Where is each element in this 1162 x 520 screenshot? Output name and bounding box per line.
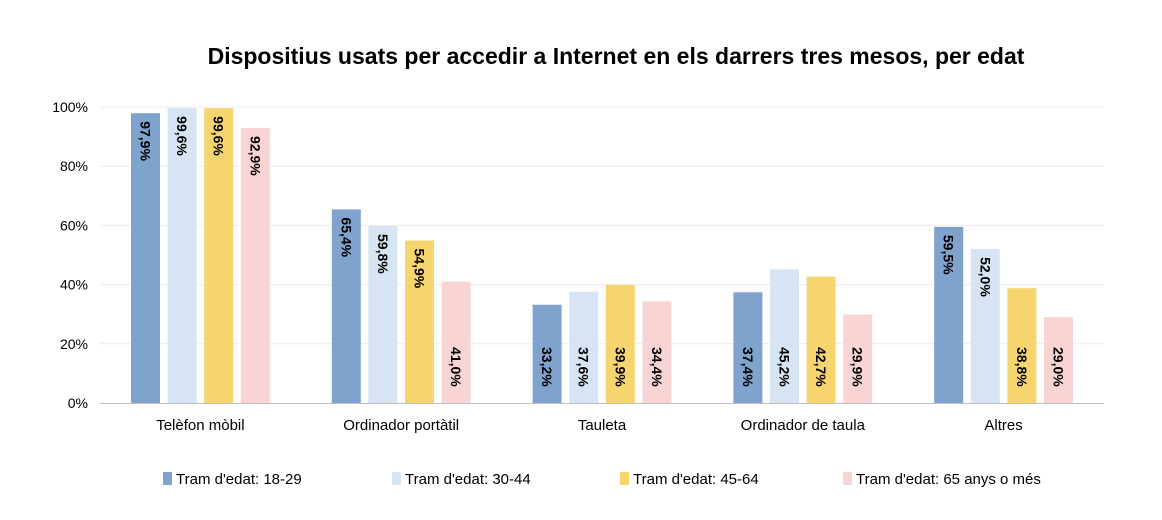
y-tick-label: 40% bbox=[60, 277, 88, 293]
x-category-label: Tauleta bbox=[578, 417, 627, 434]
bar bbox=[405, 240, 434, 403]
bar bbox=[368, 225, 398, 403]
bar bbox=[642, 301, 672, 403]
legend-item: Tram d'edat: 45-64 bbox=[620, 471, 759, 488]
data-label: 99,6% bbox=[211, 116, 227, 156]
legend-swatch bbox=[392, 472, 401, 485]
x-category-label: Ordinador de taula bbox=[741, 417, 866, 434]
data-labels: 97,9% 99,6% 99,6% 92,9% 65,4% 59,8% 54,9% 41,0%… bbox=[138, 116, 1067, 387]
data-label: 97,9% bbox=[138, 121, 154, 161]
x-category-label: Ordinador portàtil bbox=[343, 417, 459, 434]
data-label: 39,9% bbox=[612, 347, 628, 387]
legend-swatch bbox=[163, 472, 172, 485]
y-tick-label: 100% bbox=[52, 99, 88, 115]
y-axis-ticks: 0% 20% 40% 60% 80% 100% bbox=[52, 99, 88, 411]
bar bbox=[934, 226, 964, 403]
bar bbox=[331, 209, 361, 403]
bar bbox=[441, 281, 471, 403]
legend-swatch bbox=[620, 472, 629, 485]
x-category-label: Telèfon mòbil bbox=[156, 417, 244, 434]
data-label: 29,0% bbox=[1051, 347, 1067, 387]
data-label: 99,6% bbox=[174, 116, 190, 156]
bar bbox=[204, 108, 234, 404]
legend-label: Tram d'edat: 30-44 bbox=[405, 471, 531, 488]
data-label: 34,4% bbox=[649, 347, 665, 387]
x-category-label: Altres bbox=[984, 417, 1022, 434]
data-label: 37,6% bbox=[576, 347, 592, 387]
data-label: 92,9% bbox=[247, 136, 263, 176]
legend-item: Tram d'edat: 65 anys o més bbox=[843, 471, 1041, 488]
x-axis-categories: Telèfon mòbil Ordinador portàtil Tauleta Or… bbox=[156, 417, 1023, 434]
legend-label: Tram d'edat: 18-29 bbox=[176, 471, 302, 488]
data-label: 41,0% bbox=[448, 347, 464, 387]
y-tick-label: 80% bbox=[60, 158, 88, 174]
bar bbox=[970, 249, 1000, 403]
data-label: 38,8% bbox=[1014, 347, 1030, 387]
bar bbox=[1044, 317, 1073, 403]
bar bbox=[843, 314, 873, 403]
bars bbox=[131, 108, 1073, 404]
data-label: 59,5% bbox=[941, 235, 957, 275]
legend-label: Tram d'edat: 45-64 bbox=[633, 471, 759, 488]
data-label: 29,9% bbox=[850, 347, 866, 387]
data-label: 33,2% bbox=[539, 347, 555, 387]
chart-title: Dispositius usats per accedir a Internet… bbox=[208, 43, 1025, 69]
legend-item: Tram d'edat: 18-29 bbox=[163, 471, 302, 488]
data-label: 42,7% bbox=[813, 347, 829, 387]
data-label: 52,0% bbox=[977, 257, 993, 297]
data-label: 65,4% bbox=[338, 217, 354, 257]
bar bbox=[1007, 288, 1037, 403]
legend-label: Tram d'edat: 65 anys o més bbox=[856, 471, 1041, 488]
legend-item: Tram d'edat: 30-44 bbox=[392, 471, 531, 488]
y-tick-label: 20% bbox=[60, 336, 88, 352]
bar bbox=[240, 128, 270, 404]
bar bbox=[733, 292, 763, 403]
bar bbox=[605, 284, 635, 403]
data-label: 59,8% bbox=[375, 234, 391, 274]
bar bbox=[167, 108, 197, 404]
data-label: 54,9% bbox=[412, 248, 428, 288]
legend-swatch bbox=[843, 472, 852, 485]
bar bbox=[770, 269, 799, 403]
bar bbox=[532, 304, 562, 403]
bar bbox=[806, 276, 836, 403]
legend: Tram d'edat: 18-29 Tram d'edat: 30-44 Tram… bbox=[163, 471, 1041, 488]
y-tick-label: 0% bbox=[68, 395, 88, 411]
data-label: 37,4% bbox=[740, 347, 756, 387]
data-label: 45,2% bbox=[777, 347, 793, 387]
bar bbox=[569, 291, 599, 403]
bar bbox=[131, 113, 160, 403]
y-tick-label: 60% bbox=[60, 217, 88, 233]
